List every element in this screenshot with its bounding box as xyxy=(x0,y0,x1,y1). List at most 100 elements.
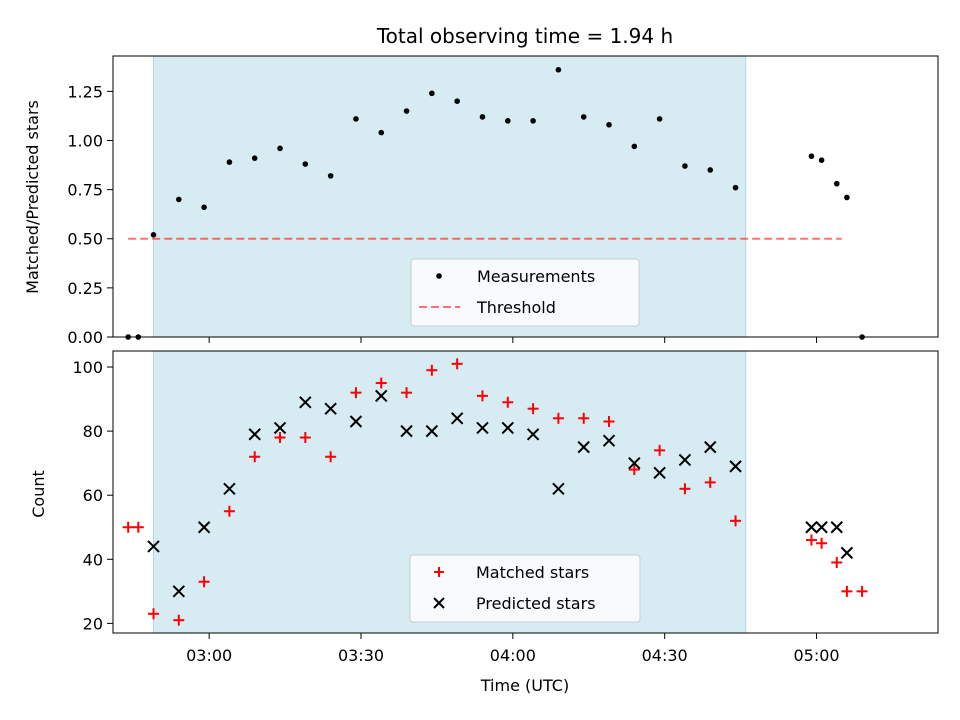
top-axes-frame xyxy=(112,55,939,338)
legend-measurements-label: Measurements xyxy=(477,267,595,286)
bottom-axes-frame xyxy=(112,350,939,634)
matched-star-point xyxy=(401,387,413,399)
top-panel: 0.00 0.25 0.50 0.75 1.00 1.25 Matched/Predict… xyxy=(23,55,939,347)
bottom-y-tick-label: 20 xyxy=(83,614,103,633)
x-tick-label: 03:00 xyxy=(186,646,232,665)
legend-predicted-marker xyxy=(433,597,445,609)
matched-star-point xyxy=(552,412,564,424)
top-legend-box xyxy=(410,258,640,327)
matched-star-point xyxy=(578,412,590,424)
bottom-y-tick-label: 80 xyxy=(83,422,103,441)
bottom-points xyxy=(122,358,868,626)
measurement-point xyxy=(201,204,207,211)
predicted-star-point xyxy=(425,424,439,438)
predicted-star-point xyxy=(400,424,413,438)
x-tick-label: 04:00 xyxy=(490,646,536,665)
measurement-point xyxy=(844,194,850,201)
matched-star-point xyxy=(527,403,539,415)
matched-star-point xyxy=(249,451,261,463)
predicted-star-point xyxy=(526,428,540,441)
measurement-point xyxy=(808,153,815,160)
predicted-star-point xyxy=(678,453,692,467)
measurement-point xyxy=(150,232,157,238)
legend-predicted-label: Predicted stars xyxy=(476,594,596,613)
top-y-tick-label: 0.75 xyxy=(67,181,103,200)
measurement-point xyxy=(530,118,536,124)
top-y-tick-label: 1.00 xyxy=(67,131,103,150)
predicted-star-point xyxy=(805,521,818,534)
matched-star-point xyxy=(816,537,828,549)
measurement-point xyxy=(353,116,359,122)
measurement-point xyxy=(656,116,663,122)
measurement-point xyxy=(833,180,840,187)
bottom-legend-box xyxy=(409,554,641,623)
measurement-point xyxy=(818,157,825,163)
matched-star-point xyxy=(654,444,666,456)
predicted-star-point xyxy=(223,482,236,496)
measurement-point xyxy=(580,114,587,120)
top-y-tick-label: 1.25 xyxy=(67,82,103,101)
legend-threshold-label: Threshold xyxy=(476,298,556,317)
measurement-point xyxy=(226,159,233,165)
measurement-point xyxy=(606,121,612,128)
matched-star-point xyxy=(628,464,640,476)
legend-matched-marker xyxy=(434,567,444,577)
predicted-star-point xyxy=(450,412,464,425)
measurement-point xyxy=(327,173,334,179)
top-legend: Measurements Threshold xyxy=(410,258,640,327)
predicted-star-point xyxy=(552,482,565,496)
predicted-star-point xyxy=(840,546,854,560)
matched-star-point xyxy=(805,534,817,546)
measurement-point xyxy=(403,108,410,114)
predicted-star-point xyxy=(299,396,312,409)
predicted-star-point xyxy=(197,521,211,534)
measurement-point xyxy=(454,98,460,104)
measurement-point xyxy=(555,66,562,73)
predicted-star-point xyxy=(577,440,590,454)
matched-star-point xyxy=(375,377,387,389)
legend-matched-label: Matched stars xyxy=(476,563,589,582)
bottom-y-tick-label: 60 xyxy=(83,486,103,505)
top-y-tick-label: 0.25 xyxy=(67,279,103,298)
predicted-star-point xyxy=(830,521,843,534)
predicted-star-point xyxy=(628,456,641,470)
matched-star-point xyxy=(426,364,438,376)
predicted-star-point xyxy=(815,521,828,534)
predicted-star-point xyxy=(729,460,742,473)
legend-measurements-marker xyxy=(436,273,442,279)
measurement-point xyxy=(707,167,714,173)
predicted-star-point xyxy=(349,415,363,428)
matched-star-point xyxy=(502,396,514,408)
matched-star-point xyxy=(451,358,463,370)
bottom-y-tick-label: 40 xyxy=(83,550,103,569)
top-x-ticks xyxy=(208,337,818,343)
top-y-axis-label: Matched/Predicted stars xyxy=(23,100,42,294)
bottom-legend: Matched stars Predicted stars xyxy=(409,554,641,623)
measurement-point xyxy=(429,90,435,97)
matched-star-point xyxy=(841,585,853,597)
predicted-star-point xyxy=(704,440,717,454)
x-tick-label: 05:00 xyxy=(793,646,839,665)
predicted-star-point xyxy=(602,434,616,447)
measurement-point xyxy=(504,118,511,124)
matched-star-point xyxy=(147,608,159,620)
matched-star-point xyxy=(856,585,868,597)
chart-title: Total observing time = 1.94 h xyxy=(376,24,673,48)
matched-star-point xyxy=(274,432,286,444)
top-y-tick-label: 0.00 xyxy=(67,328,103,347)
top-y-tick-label: 0.50 xyxy=(67,230,103,249)
measurement-point xyxy=(682,163,688,169)
predicted-star-point xyxy=(248,428,261,441)
bottom-y-tick-label: 100 xyxy=(72,358,103,377)
measurement-point xyxy=(175,196,182,203)
predicted-star-point xyxy=(501,421,514,435)
top-measurement-points xyxy=(125,66,865,340)
matched-star-point xyxy=(223,505,235,517)
bottom-x-ticks: 03:00 03:30 04:00 04:30 05:00 xyxy=(186,633,840,665)
matched-star-point xyxy=(122,521,134,533)
matched-star-point xyxy=(704,476,716,488)
measurement-point xyxy=(732,184,739,191)
matched-star-point xyxy=(730,515,742,527)
matched-star-point xyxy=(603,416,615,427)
predicted-star-point xyxy=(476,421,489,435)
